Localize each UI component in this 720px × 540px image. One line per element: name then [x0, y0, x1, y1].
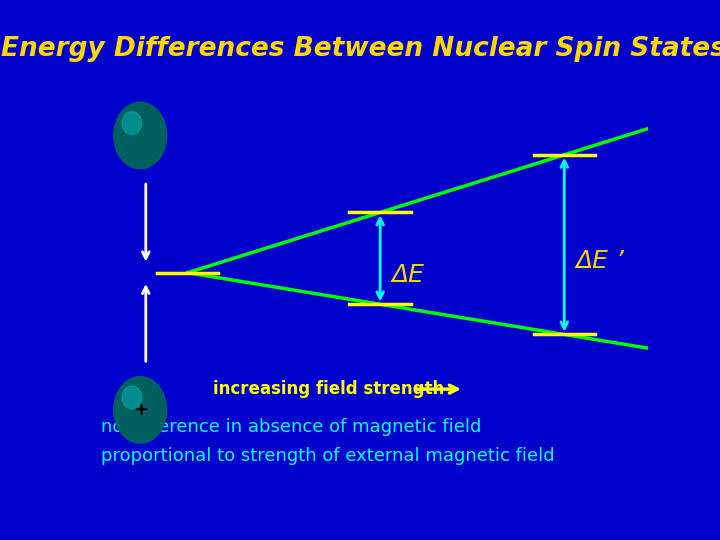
Text: ΔE: ΔE [392, 263, 424, 287]
Text: increasing field strength: increasing field strength [213, 380, 444, 398]
Text: ΔE ’: ΔE ’ [575, 249, 624, 273]
Ellipse shape [114, 102, 167, 168]
Text: proportional to strength of external magnetic field: proportional to strength of external mag… [101, 447, 555, 464]
Ellipse shape [114, 377, 167, 443]
Text: no difference in absence of magnetic field: no difference in absence of magnetic fie… [101, 417, 482, 436]
Ellipse shape [122, 386, 142, 409]
Text: +: + [132, 401, 148, 419]
Ellipse shape [122, 112, 142, 134]
Text: Energy Differences Between Nuclear Spin States: Energy Differences Between Nuclear Spin … [1, 36, 720, 62]
